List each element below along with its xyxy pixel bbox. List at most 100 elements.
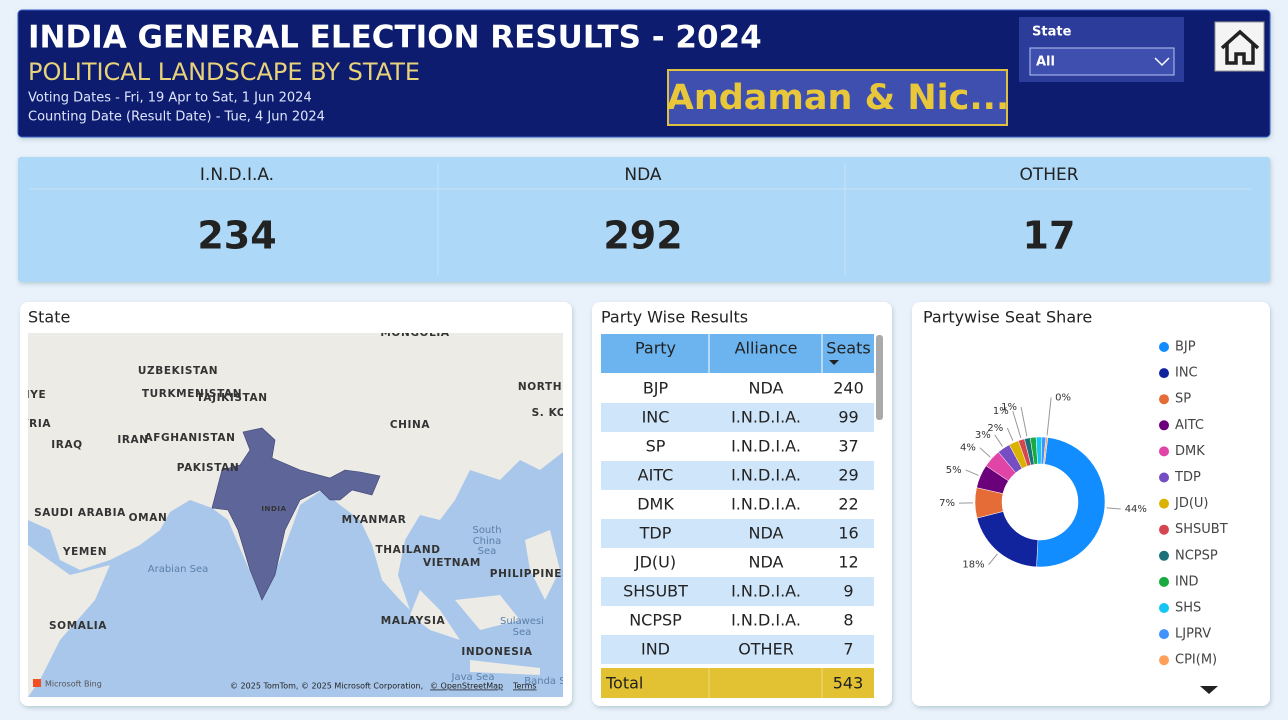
- map-labels: MONGOLIA UZBEKISTAN TURKMENISTANTAJIKISTAN…: [26, 327, 571, 687]
- sort-indicator: [829, 360, 839, 365]
- map-sea-label: Sea: [513, 627, 532, 638]
- table-cell: 29: [838, 466, 858, 485]
- legend-marker: [1159, 498, 1169, 509]
- map-terms-link[interactable]: Terms: [512, 682, 537, 691]
- map-sea-label: Arabian Sea: [148, 564, 208, 575]
- table-cell: I.N.D.I.A.: [731, 582, 801, 601]
- map-sea-label: China: [473, 536, 502, 547]
- legend-label: CPI(M): [1175, 653, 1217, 668]
- leader-line: [965, 469, 979, 476]
- leader-line: [1020, 406, 1028, 437]
- leader-line: [994, 434, 1003, 447]
- table-cell: 9: [843, 582, 853, 601]
- table-cell: NDA: [749, 553, 784, 572]
- table-cell: I.N.D.I.A.: [731, 437, 801, 456]
- kpi-label: OTHER: [1019, 165, 1078, 185]
- leader-line: [1006, 427, 1014, 441]
- kpi-label: I.N.D.I.A.: [200, 165, 274, 185]
- legend-label: SP: [1175, 392, 1191, 407]
- table-scrollbar[interactable]: [876, 335, 883, 420]
- map-attribution: © 2025 TomTom, © 2025 Microsoft Corporat…: [230, 682, 423, 691]
- leader-line: [988, 553, 998, 565]
- legend-marker: [1159, 342, 1169, 352]
- kpi-panel: [18, 157, 1270, 282]
- table-cell: 7: [843, 640, 853, 659]
- table-cell: 99: [838, 408, 858, 427]
- table-cell: NDA: [749, 524, 784, 543]
- legend-label: NCPSP: [1175, 548, 1218, 563]
- legend-label: IND: [1175, 574, 1199, 589]
- table-total-row: [601, 668, 874, 698]
- table-cell: 22: [838, 495, 858, 514]
- donut-slice: [1043, 437, 1049, 465]
- legend-marker: [1159, 394, 1169, 405]
- legend-marker: [1159, 446, 1169, 457]
- data-label: 1%: [993, 406, 1009, 417]
- map-country-label: MALAYSIA: [381, 615, 446, 627]
- table-row: [601, 519, 874, 548]
- data-label: 1%: [1001, 402, 1017, 413]
- map-country-label: TAJIKISTAN: [196, 392, 267, 404]
- donut-slice: [1036, 437, 1106, 568]
- table-cell: 8: [843, 611, 853, 630]
- map-sea-label: Banda Se: [524, 676, 571, 687]
- map-country-label: MONGOLIA: [380, 327, 450, 339]
- map-country-label: IYE: [26, 389, 46, 401]
- map-sea-label: Sulawesi: [500, 616, 544, 627]
- header-subtitle: POLITICAL LANDSCAPE BY STATE: [28, 58, 420, 86]
- map-country-label: VIETNAM: [423, 557, 481, 569]
- map-country-label: IRAN: [117, 434, 148, 446]
- home-icon: [1220, 29, 1260, 65]
- home-button[interactable]: [1214, 21, 1265, 72]
- data-label: 5%: [946, 465, 962, 476]
- data-label: 3%: [975, 430, 991, 441]
- table-cell: NCPSP: [629, 611, 682, 630]
- table-row: [601, 490, 874, 519]
- total-value: 543: [833, 674, 864, 693]
- table-cell: NDA: [749, 379, 784, 398]
- legend-marker: [1159, 368, 1169, 379]
- map-country-label: S. KO: [532, 407, 567, 419]
- total-label: Total: [605, 674, 643, 693]
- india-region[interactable]: [211, 427, 381, 601]
- legend-label: SHS: [1175, 601, 1201, 616]
- table-row: [601, 548, 874, 577]
- map-sea-label: South: [472, 525, 501, 536]
- data-label: 0%: [1055, 393, 1071, 404]
- table-title: Party Wise Results: [601, 308, 748, 327]
- legend-scroll-down[interactable]: [1200, 686, 1218, 694]
- kpi-label: NDA: [624, 165, 662, 185]
- map-sea-label: Java Sea: [451, 672, 495, 683]
- legend-marker: [1159, 420, 1169, 431]
- slicer-dropdown[interactable]: [1029, 47, 1175, 76]
- column-header: Alliance: [735, 339, 798, 358]
- header-title: INDIA GENERAL ELECTION RESULTS - 2024: [28, 20, 762, 56]
- legend-marker: [1159, 576, 1169, 587]
- map-country-label: UZBEKISTAN: [138, 365, 218, 377]
- map-country-label: SAUDI ARABIA: [34, 507, 126, 519]
- map-osm-link[interactable]: © OpenStreetMap: [430, 682, 503, 691]
- map[interactable]: MONGOLIA UZBEKISTAN TURKMENISTANTAJIKISTAN…: [20, 327, 572, 697]
- map-country-label: IRAQ: [51, 439, 82, 451]
- map-country-label: YEMEN: [62, 546, 107, 558]
- table-cell: I.N.D.I.A.: [731, 611, 801, 630]
- legend-marker: [1159, 655, 1169, 666]
- legend-marker: [1159, 603, 1169, 613]
- selected-state-box: [667, 69, 1008, 126]
- slicer-label: State: [1032, 25, 1072, 40]
- data-label: 4%: [960, 443, 976, 454]
- slicer-value: All: [1036, 55, 1055, 70]
- voting-dates: Voting Dates - Fri, 19 Apr to Sat, 1 Jun…: [28, 91, 312, 106]
- map-logo: Microsoft Bing: [45, 680, 102, 689]
- table-cell: 37: [838, 437, 858, 456]
- legend-marker: [1159, 524, 1169, 535]
- selected-state: Andaman & Nic...: [667, 78, 1010, 118]
- map-country-label: OMAN: [129, 512, 168, 524]
- table-row: [601, 461, 874, 490]
- map-country-label: MYANMAR: [342, 514, 407, 526]
- legend-label: TDP: [1174, 470, 1201, 485]
- table-cell: 240: [833, 379, 864, 398]
- map-title: State: [28, 308, 70, 327]
- table-cell: 12: [838, 553, 858, 572]
- leader-line: [1012, 410, 1022, 438]
